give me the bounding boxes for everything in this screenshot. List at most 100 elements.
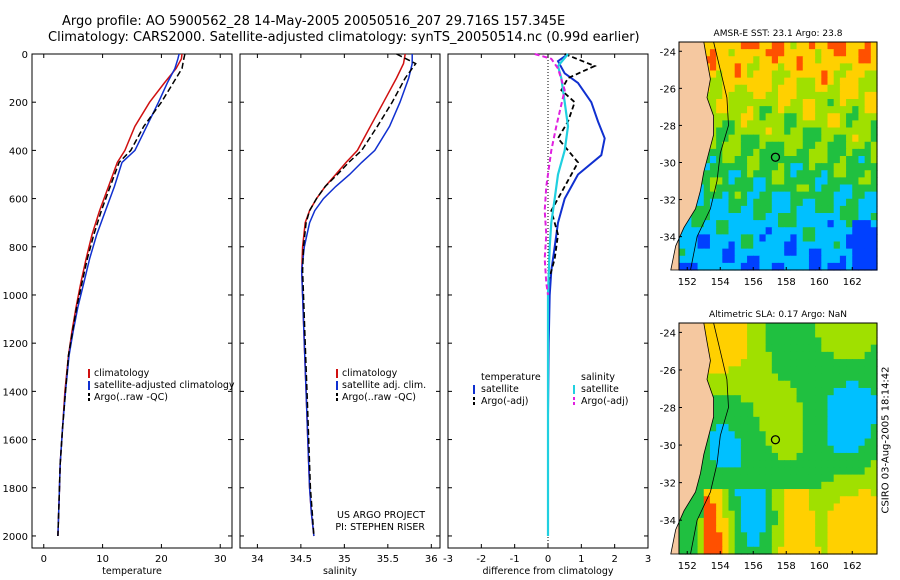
- map-cell: [808, 127, 816, 136]
- map-cell: [740, 255, 748, 264]
- map-cell: [821, 539, 829, 548]
- map-cell: [728, 380, 736, 389]
- map-cell: [759, 380, 767, 389]
- map-cell: [852, 42, 860, 50]
- map-cell: [796, 220, 804, 228]
- series-line-difference-1: [547, 53, 597, 536]
- map-cell: [734, 77, 742, 86]
- map-cell: [771, 474, 779, 483]
- map-cell: [870, 452, 878, 461]
- map-cell: [740, 395, 748, 404]
- map-cell: [815, 141, 822, 150]
- map-cell: [808, 70, 816, 79]
- map-cell: [691, 525, 699, 533]
- map-cell: [815, 49, 822, 57]
- map-cell: [821, 517, 829, 526]
- map-cell: [858, 234, 866, 243]
- map-cell: [821, 525, 829, 533]
- map-cell: [846, 424, 853, 432]
- map-cell: [709, 170, 717, 178]
- map-cell: [852, 474, 860, 483]
- map-cell: [740, 380, 748, 389]
- map-cell: [839, 409, 847, 418]
- map-cell: [759, 141, 767, 150]
- map-cell: [709, 416, 717, 425]
- map-cell: [734, 148, 742, 157]
- map-cell: [858, 387, 866, 396]
- map-cell: [722, 248, 730, 257]
- map-cell: [697, 546, 705, 555]
- map-cell: [734, 467, 742, 476]
- map-cell: [722, 424, 730, 432]
- map-cell: [765, 191, 773, 200]
- map-cell: [771, 452, 779, 461]
- map-cell: [802, 262, 810, 271]
- map-cell: [815, 120, 822, 129]
- map-cell: [796, 402, 804, 411]
- map-cell: [815, 438, 822, 447]
- map-cell: [833, 424, 841, 432]
- map-cell: [759, 445, 767, 454]
- map-cell: [852, 424, 860, 432]
- map-cell: [870, 409, 878, 418]
- shelf-contour: [690, 322, 729, 555]
- map-cell: [709, 546, 717, 555]
- map-cell: [784, 387, 791, 396]
- map-cell: [852, 344, 860, 353]
- map-cell: [808, 91, 816, 100]
- map-cell: [870, 170, 878, 178]
- map-cell: [753, 205, 761, 214]
- map-cell: [697, 241, 705, 250]
- map-cell: [821, 227, 829, 235]
- map-cell: [753, 134, 761, 143]
- map-cell: [765, 380, 773, 389]
- map-cell: [759, 127, 767, 136]
- map-cell: [771, 56, 779, 64]
- map-cell: [747, 532, 754, 541]
- map-cell: [852, 380, 860, 389]
- map-cell: [802, 255, 810, 264]
- map-cell: [740, 416, 748, 425]
- map-cell: [852, 330, 860, 339]
- map-cell: [778, 380, 785, 389]
- map-cell: [778, 113, 785, 121]
- map-cell: [771, 234, 779, 243]
- map-cell: [778, 49, 785, 57]
- map-cell: [734, 198, 742, 207]
- map-cell: [870, 91, 878, 100]
- map-cell: [802, 63, 810, 72]
- map-cell: [759, 503, 767, 512]
- map-cell: [716, 431, 723, 440]
- map-cell: [765, 510, 773, 519]
- map-cell: [778, 141, 785, 150]
- map-cell: [753, 106, 761, 114]
- map-cell: [765, 234, 773, 243]
- map-cell: [734, 56, 742, 64]
- map-cell: [740, 474, 748, 483]
- map-cell: [722, 337, 730, 346]
- map-cell: [821, 402, 829, 411]
- map-cell: [784, 220, 791, 228]
- map-cell: [846, 106, 853, 114]
- map-cell: [765, 330, 773, 339]
- map-cell: [846, 525, 853, 533]
- map-cell: [784, 517, 791, 526]
- map-cell: [759, 63, 767, 72]
- map-cell: [790, 213, 798, 221]
- map-cell: [691, 220, 699, 228]
- map-cell: [778, 373, 785, 382]
- map-cell: [852, 351, 860, 360]
- map-cell: [846, 198, 853, 207]
- map-cell: [765, 163, 773, 171]
- map-cell: [858, 77, 866, 86]
- map-cell: [852, 163, 860, 171]
- map-cell: [759, 452, 767, 461]
- map-cell: [722, 63, 730, 72]
- map-cell: [697, 234, 705, 243]
- map-cell: [790, 234, 798, 243]
- map-cell: [759, 395, 767, 404]
- map-cell: [815, 184, 822, 193]
- map-cell: [734, 248, 742, 257]
- map-cell: [703, 539, 711, 548]
- map-cell: [833, 460, 841, 468]
